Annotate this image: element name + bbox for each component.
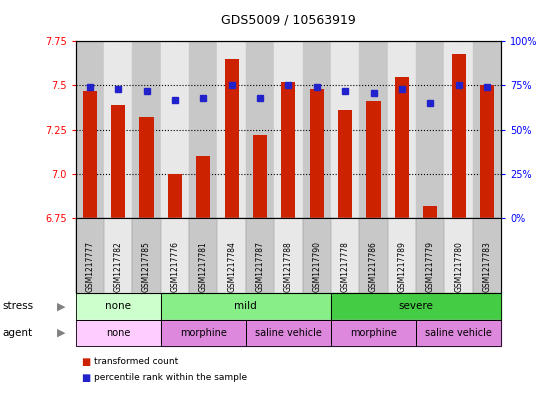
Text: none: none <box>106 328 130 338</box>
Bar <box>395 77 409 218</box>
Text: agent: agent <box>3 328 33 338</box>
Bar <box>196 156 211 218</box>
Bar <box>189 41 217 218</box>
Bar <box>302 41 331 218</box>
Text: GSM1217790: GSM1217790 <box>312 241 321 292</box>
Text: GSM1217780: GSM1217780 <box>454 241 463 292</box>
Bar <box>416 41 445 218</box>
Bar <box>274 41 302 218</box>
Bar <box>161 41 189 218</box>
Bar <box>338 110 352 218</box>
Text: GSM1217777: GSM1217777 <box>85 241 94 292</box>
Text: ▶: ▶ <box>57 301 66 311</box>
Text: GSM1217783: GSM1217783 <box>483 241 492 292</box>
Bar <box>217 41 246 218</box>
Text: GSM1217782: GSM1217782 <box>114 241 123 292</box>
Text: transformed count: transformed count <box>94 358 178 366</box>
Bar <box>111 105 125 218</box>
Bar <box>473 41 501 218</box>
Text: GSM1217789: GSM1217789 <box>398 241 407 292</box>
Bar <box>366 101 381 218</box>
Text: GSM1217776: GSM1217776 <box>170 241 179 292</box>
Bar <box>225 59 239 218</box>
Bar <box>246 41 274 218</box>
Text: none: none <box>105 301 131 311</box>
Text: GSM1217779: GSM1217779 <box>426 241 435 292</box>
Text: morphine: morphine <box>350 328 397 338</box>
Bar <box>423 206 437 218</box>
Text: GDS5009 / 10563919: GDS5009 / 10563919 <box>221 14 356 27</box>
Bar <box>281 82 296 218</box>
Text: GSM1217787: GSM1217787 <box>255 241 264 292</box>
Text: percentile rank within the sample: percentile rank within the sample <box>94 373 246 382</box>
Text: saline vehicle: saline vehicle <box>255 328 322 338</box>
Text: saline vehicle: saline vehicle <box>425 328 492 338</box>
Text: ■: ■ <box>81 357 91 367</box>
Bar <box>360 41 388 218</box>
Text: morphine: morphine <box>180 328 227 338</box>
Bar <box>253 135 267 218</box>
Bar <box>445 41 473 218</box>
Text: GSM1217788: GSM1217788 <box>284 241 293 292</box>
Text: ■: ■ <box>81 373 91 383</box>
Text: mild: mild <box>235 301 257 311</box>
Text: stress: stress <box>3 301 34 311</box>
Bar <box>310 89 324 218</box>
Bar <box>83 91 97 218</box>
Text: GSM1217778: GSM1217778 <box>340 241 349 292</box>
Bar <box>168 174 182 218</box>
Bar <box>104 41 132 218</box>
Text: GSM1217786: GSM1217786 <box>369 241 378 292</box>
Text: GSM1217785: GSM1217785 <box>142 241 151 292</box>
Bar <box>451 54 466 218</box>
Bar <box>139 117 153 218</box>
Text: ▶: ▶ <box>57 328 66 338</box>
Text: GSM1217781: GSM1217781 <box>199 241 208 292</box>
Text: GSM1217784: GSM1217784 <box>227 241 236 292</box>
Bar <box>76 41 104 218</box>
Bar <box>132 41 161 218</box>
Bar <box>388 41 416 218</box>
Bar <box>331 41 360 218</box>
Bar <box>480 85 494 218</box>
Text: severe: severe <box>399 301 433 311</box>
